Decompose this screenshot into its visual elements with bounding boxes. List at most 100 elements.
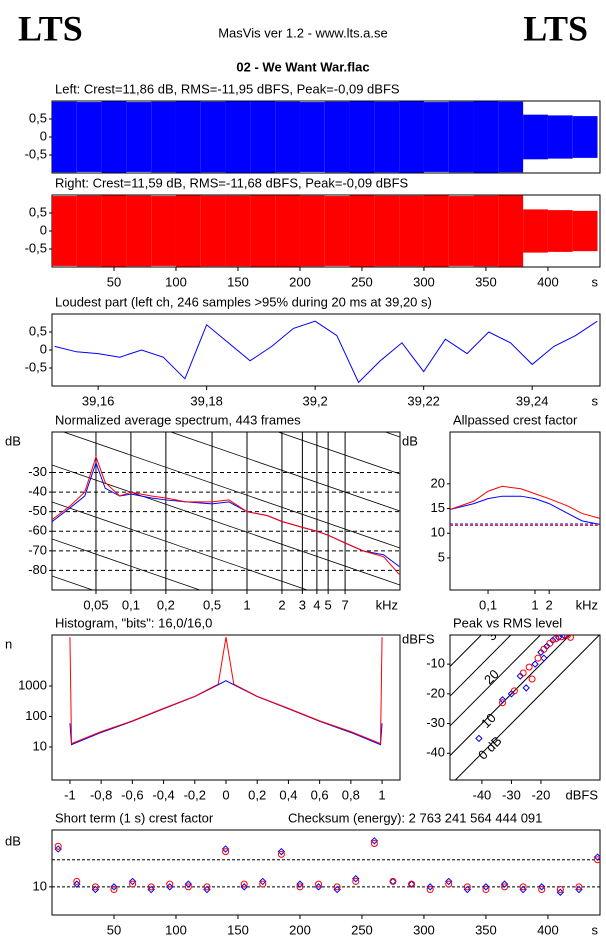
panel-title: Short term (1 s) crest factor bbox=[55, 810, 214, 825]
left-logo: LTS bbox=[18, 8, 83, 48]
x-tick-label: 0,6 bbox=[311, 787, 329, 802]
x-tick-label: 4 bbox=[313, 597, 320, 612]
x-tick-label: 300 bbox=[413, 274, 435, 289]
app-title: MasVis ver 1.2 - www.lts.a.se bbox=[218, 25, 388, 40]
x-tick-label: 0,1 bbox=[122, 597, 140, 612]
y-axis-label: dB bbox=[5, 833, 21, 848]
waveform-envelope bbox=[225, 101, 251, 173]
crest-line bbox=[450, 635, 571, 756]
plot-frame bbox=[51, 431, 401, 591]
waveform-envelope bbox=[473, 195, 499, 267]
diagonal-guide bbox=[276, 432, 400, 475]
y-tick-label: -0,5 bbox=[25, 146, 47, 161]
point bbox=[540, 645, 548, 653]
point bbox=[498, 696, 507, 704]
series-line bbox=[450, 485, 600, 519]
crest-line bbox=[450, 635, 512, 697]
diagonal-guide bbox=[52, 538, 202, 590]
point bbox=[352, 875, 360, 883]
waveform-envelope bbox=[324, 101, 350, 173]
plot-area bbox=[450, 485, 600, 526]
x-tick-label: 100 bbox=[165, 274, 187, 289]
point bbox=[370, 837, 379, 845]
waveform-envelope bbox=[374, 101, 400, 173]
x-tick-label: 39,2 bbox=[302, 393, 327, 408]
point bbox=[222, 848, 230, 856]
waveform-envelope bbox=[547, 210, 573, 252]
waveform-envelope bbox=[52, 196, 77, 266]
waveform-envelope bbox=[175, 195, 201, 267]
x-tick-label: 350 bbox=[475, 922, 497, 937]
x-tick-label: 39,16 bbox=[82, 393, 115, 408]
point bbox=[73, 880, 81, 888]
x-axis-label: dBFS bbox=[565, 787, 598, 802]
point bbox=[147, 883, 155, 891]
point bbox=[277, 850, 285, 858]
y-tick-label: 10 bbox=[33, 878, 47, 893]
point bbox=[333, 885, 341, 894]
point bbox=[501, 883, 509, 891]
waveform-envelope bbox=[225, 195, 251, 267]
x-tick-label: 200 bbox=[289, 922, 311, 937]
crest-line-label: 30 bbox=[484, 623, 505, 644]
y-tick-label: 0,5 bbox=[29, 323, 47, 338]
point bbox=[147, 885, 155, 894]
x-tick-label: -1 bbox=[64, 787, 76, 802]
waveform-envelope bbox=[250, 101, 276, 173]
waveform-envelope bbox=[349, 101, 375, 173]
point bbox=[203, 883, 211, 891]
point bbox=[203, 885, 211, 894]
y-tick-label: 10 bbox=[33, 738, 47, 753]
x-tick-label: -40 bbox=[472, 787, 491, 802]
y-tick-label: 0,5 bbox=[29, 110, 47, 125]
y-tick-label: 15 bbox=[431, 500, 445, 515]
plot-area bbox=[69, 637, 383, 746]
point bbox=[463, 883, 471, 891]
y-tick-label: 0 bbox=[40, 128, 47, 143]
series-line bbox=[54, 320, 598, 384]
point bbox=[575, 885, 583, 894]
waveform-envelope bbox=[200, 101, 226, 173]
point bbox=[482, 883, 490, 891]
panel-title: Peak vs RMS level bbox=[453, 615, 562, 630]
x-tick-label: -0,8 bbox=[90, 787, 112, 802]
x-tick-label: 50 bbox=[107, 922, 121, 937]
point bbox=[482, 886, 490, 894]
x-axis-label: s bbox=[592, 922, 599, 937]
point bbox=[426, 886, 434, 894]
series-line bbox=[69, 680, 383, 746]
y-axis-label: dB bbox=[5, 433, 21, 448]
y-tick-label: -80 bbox=[28, 562, 47, 577]
point bbox=[129, 880, 137, 888]
waveform-envelope bbox=[547, 115, 573, 159]
y-tick-label: 0,5 bbox=[29, 204, 47, 219]
point bbox=[296, 883, 304, 891]
x-tick-label: -30 bbox=[502, 787, 521, 802]
plot-area bbox=[52, 837, 600, 896]
plot-frame bbox=[51, 829, 601, 916]
waveform-envelope bbox=[52, 101, 77, 173]
plot-area bbox=[52, 101, 598, 173]
waveform-envelope bbox=[175, 101, 201, 173]
x-tick-label: 150 bbox=[227, 922, 249, 937]
waveform-envelope bbox=[448, 101, 474, 173]
point bbox=[556, 886, 564, 894]
point bbox=[510, 687, 518, 695]
diagonal-guide bbox=[52, 464, 400, 586]
crest-line bbox=[454, 635, 600, 780]
y-tick-label: 0 bbox=[40, 222, 47, 237]
file-name: 02 - We Want War.flac bbox=[236, 59, 369, 74]
point bbox=[538, 883, 546, 891]
point bbox=[296, 880, 304, 888]
x-tick-label: 7 bbox=[341, 597, 348, 612]
waveform-envelope bbox=[101, 101, 127, 173]
point bbox=[475, 734, 483, 743]
point bbox=[556, 888, 565, 896]
point bbox=[519, 883, 527, 891]
x-tick-label: 50 bbox=[107, 274, 121, 289]
point bbox=[499, 699, 507, 707]
x-tick-label: 0,05 bbox=[83, 597, 108, 612]
point bbox=[528, 675, 536, 683]
waveform-envelope bbox=[498, 195, 524, 267]
